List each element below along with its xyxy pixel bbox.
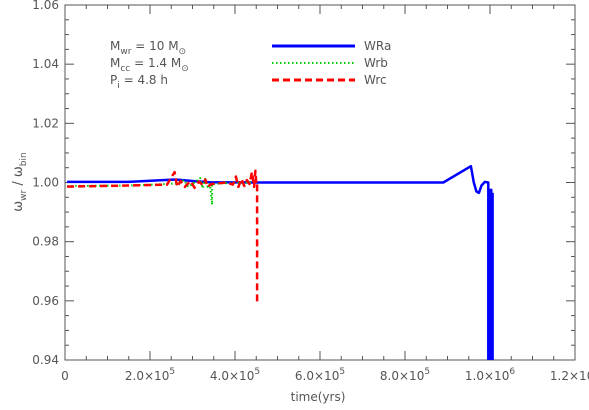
y-tick-label: 1.00 [32, 176, 59, 190]
y-tick-label: 1.06 [32, 0, 59, 12]
series-layer [67, 164, 494, 360]
y-label-separator: / [11, 177, 26, 190]
x-tick-label: 1.0×106 [465, 367, 515, 383]
x-tick-label: 1.2×106 [550, 367, 589, 383]
y-tick-label: 0.96 [32, 294, 59, 308]
series-line-wra [67, 164, 494, 360]
y-label-numerator: ω [11, 201, 26, 212]
y-tick-label: 0.94 [32, 353, 59, 367]
legend: WRa Wrb Wrc [272, 39, 391, 87]
series-line-wrc [67, 169, 259, 304]
legend-label-wra: WRa [364, 39, 391, 53]
x-tick-label: 4.0×105 [210, 367, 260, 383]
x-axis-label: time(yrs) [291, 390, 346, 404]
annotation-block: Mwr = 10 M⊙ Mcc = 1.4 M⊙ Pi = 4.8 h [110, 39, 189, 91]
x-tick-label: 0 [61, 369, 69, 383]
y-tick-label: 1.04 [32, 57, 59, 71]
x-tick-label: 8.0×105 [380, 367, 430, 383]
y-tick-label: 0.98 [32, 235, 59, 249]
series-line-wrb [67, 177, 257, 206]
tick-labels: 0 2.0×105 4.0×105 6.0×105 8.0×105 1.0×106 1.2×… [32, 0, 589, 383]
y-label-denominator: ω [11, 166, 26, 177]
legend-label-wrc: Wrc [364, 73, 387, 87]
y-label-denominator-sub: bin [19, 152, 29, 166]
legend-label-wrb: Wrb [364, 56, 388, 70]
annotation-mcc: Mcc = 1.4 M⊙ [110, 56, 189, 74]
annotation-mwr: Mwr = 10 M⊙ [110, 39, 186, 57]
y-label-numerator-sub: wr [19, 189, 29, 200]
annotation-pi: Pi = 4.8 h [110, 73, 168, 91]
x-tick-label: 6.0×105 [295, 367, 345, 383]
x-tick-label: 2.0×105 [125, 367, 175, 383]
y-tick-label: 1.02 [32, 116, 59, 130]
y-axis-label: ωwr / ωbin [11, 152, 29, 211]
axis-ticks [64, 4, 576, 361]
